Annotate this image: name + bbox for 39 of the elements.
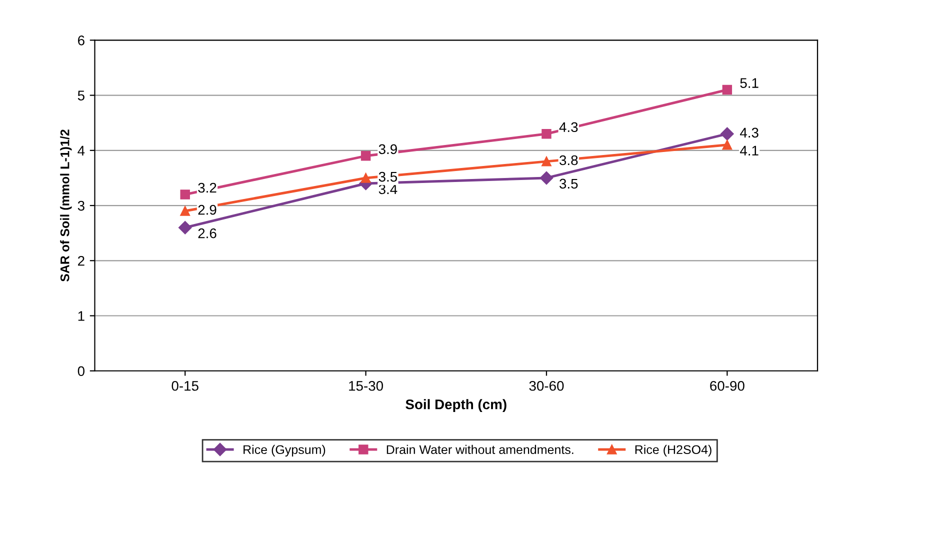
point	[180, 206, 190, 216]
data-label: 3.5	[378, 172, 398, 182]
x-axis-title: Soil Depth (cm)	[406, 399, 506, 412]
y-tick-label: 2	[78, 256, 84, 266]
data-label: 2.6	[198, 228, 216, 238]
y-tick-label: 1	[78, 311, 84, 321]
x-tick-label: 30-60	[529, 380, 564, 391]
x-tick-label: 0-15	[172, 380, 198, 391]
data-label: 3.9	[378, 144, 397, 154]
y-tick-label: 6	[78, 36, 84, 46]
data-label: 3.5	[560, 178, 578, 189]
data-label: 4.3	[740, 128, 758, 138]
point	[720, 127, 734, 140]
y-tick-label: 0	[78, 366, 84, 376]
data-label: 3.4	[378, 184, 398, 194]
y-tick-label: 3	[78, 200, 84, 211]
point	[180, 190, 190, 200]
data-label: 5.1	[740, 78, 758, 88]
data-label: 2.9	[198, 204, 216, 215]
point	[542, 156, 552, 166]
data-label: 3.2	[198, 182, 216, 193]
y-tick-label: 4	[78, 146, 85, 156]
y-tick-label: 5	[78, 90, 84, 100]
point	[540, 171, 554, 185]
x-tick-label: 60-90	[710, 380, 744, 391]
legend-label: Rice (H2SO4)	[635, 444, 712, 457]
point	[542, 129, 552, 139]
data-label: 4.3	[559, 122, 578, 132]
legend-label: Drain Water without amendments.	[386, 444, 574, 454]
point	[360, 151, 371, 161]
data-label: 3.8	[560, 155, 578, 166]
point	[178, 220, 192, 234]
y-axis-title: SAR of Soil (mmol L-1)1/2	[60, 130, 72, 282]
point	[360, 173, 371, 183]
data-label: 4.1	[740, 146, 758, 156]
point	[722, 140, 732, 150]
point	[722, 84, 732, 95]
legend-label: Rice (Gypsum)	[244, 444, 326, 457]
x-tick-label: 15-30	[349, 380, 384, 391]
